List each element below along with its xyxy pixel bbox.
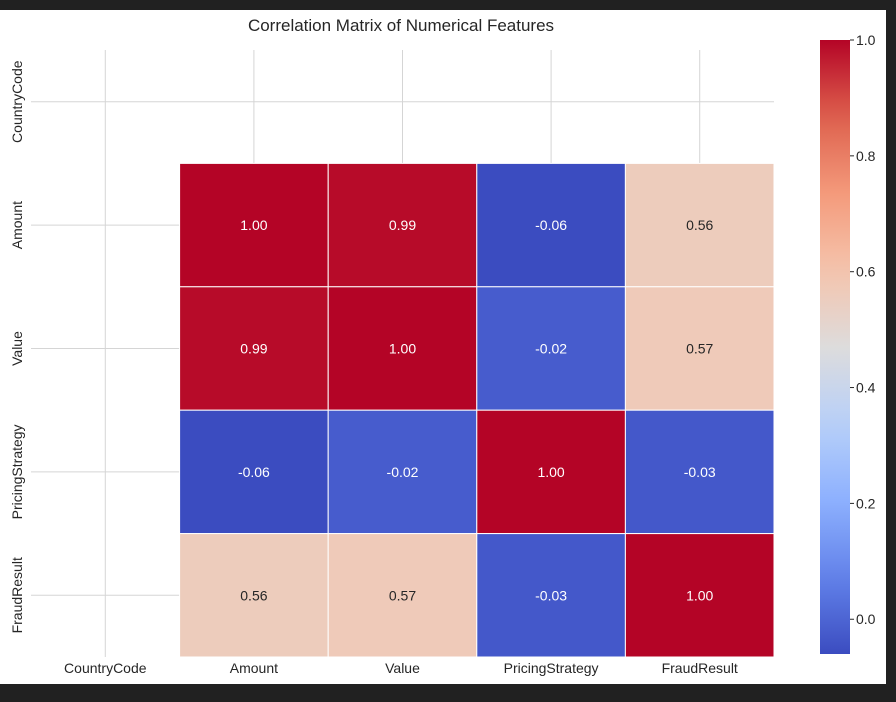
- cell-value-label: 1.00: [389, 341, 416, 357]
- cell-value-label: 0.99: [240, 341, 267, 357]
- y-tick-label: FraudResult: [9, 557, 25, 633]
- y-tick-label: PricingStrategy: [9, 424, 25, 519]
- heatmap-cell: [624, 162, 775, 288]
- chart-title: Correlation Matrix of Numerical Features: [248, 16, 554, 35]
- heatmap-cell: [624, 409, 775, 535]
- cell-value-label: -0.02: [535, 341, 567, 357]
- x-tick-label: PricingStrategy: [504, 660, 599, 676]
- cell-value-label: 0.57: [389, 587, 416, 603]
- y-tick-label: CountryCode: [9, 60, 25, 143]
- y-tick-label: Value: [9, 331, 25, 366]
- cell-value-label: -0.03: [535, 587, 567, 603]
- x-tick-label: Amount: [230, 660, 278, 676]
- colorbar: [820, 40, 850, 654]
- heatmap-cell: [327, 162, 478, 288]
- x-tick-label: Value: [385, 660, 420, 676]
- heatmap-cell: [624, 533, 775, 658]
- cell-value-label: 0.56: [240, 587, 267, 603]
- x-tick-label: CountryCode: [64, 660, 147, 676]
- x-tick-label: FraudResult: [662, 660, 738, 676]
- y-tick-label: Amount: [9, 201, 25, 249]
- cell-value-label: -0.06: [238, 464, 270, 480]
- correlation-heatmap: Correlation Matrix of Numerical Features…: [9, 16, 876, 676]
- heatmap-cell: [476, 409, 626, 535]
- cell-value-label: 1.00: [686, 587, 713, 603]
- cell-value-label: -0.03: [684, 464, 716, 480]
- colorbar-tick-label: 1.0: [856, 32, 876, 48]
- cell-value-label: 0.57: [686, 341, 713, 357]
- cell-value-label: 1.00: [240, 217, 267, 233]
- heatmap-cell: [624, 286, 775, 411]
- heatmap-cell: [179, 409, 329, 535]
- heatmap-cell: [179, 533, 329, 658]
- colorbar-tick-label: 0.0: [856, 611, 876, 627]
- colorbar-tick-label: 0.6: [856, 264, 876, 280]
- heatmap-cell: [327, 533, 478, 658]
- colorbar-tick-label: 0.2: [856, 495, 876, 511]
- cell-value-label: 0.56: [686, 217, 713, 233]
- cell-value-label: -0.06: [535, 217, 567, 233]
- heatmap-cell: [179, 162, 329, 288]
- chart-figure: Correlation Matrix of Numerical Features…: [0, 10, 886, 684]
- heatmap-cell: [327, 409, 478, 535]
- cell-value-label: 0.99: [389, 217, 416, 233]
- colorbar-tick-label: 0.4: [856, 380, 876, 396]
- cell-value-label: 1.00: [537, 464, 564, 480]
- heatmap-cell: [327, 286, 478, 411]
- heatmap-cell: [476, 533, 626, 658]
- colorbar-tick-label: 0.8: [856, 148, 876, 164]
- cell-value-label: -0.02: [387, 464, 419, 480]
- heatmap-cell: [476, 286, 626, 411]
- heatmap-cell: [179, 286, 329, 411]
